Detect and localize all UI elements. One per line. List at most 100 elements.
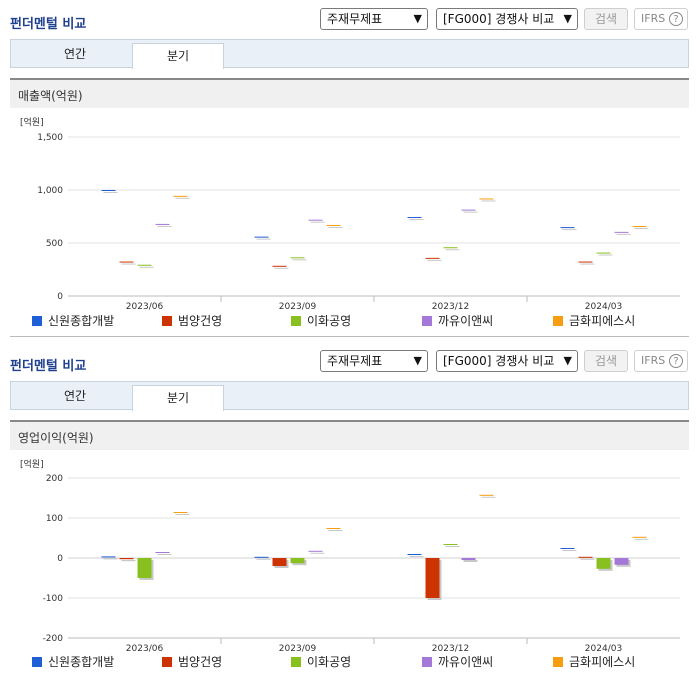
- legend-item[interactable]: 금화피에스시: [553, 654, 635, 670]
- statement-type-select[interactable]: 주재무제표 ▼: [320, 8, 428, 30]
- legend-label: 이화공영: [307, 655, 352, 669]
- bar[interactable]: [578, 556, 593, 558]
- bar[interactable]: [614, 558, 629, 565]
- bar[interactable]: [326, 528, 341, 529]
- bar-shadow: [580, 558, 595, 560]
- bar[interactable]: [443, 544, 458, 545]
- section-header: 영업이익(억원): [10, 420, 689, 450]
- bar-shadow: [256, 558, 271, 560]
- chart-legend: 신원종합개발 범양건영 이화공영 까유이앤씨 금화피에스시: [0, 313, 696, 329]
- ifrs-label: IFRS: [641, 354, 666, 367]
- bar[interactable]: [290, 558, 305, 564]
- bar-shadow: [463, 560, 478, 562]
- panel-header: 펀더멘털 비교 주재무제표 ▼ [FG000] 경쟁사 비교 ▼ 검색 IFRS?: [0, 0, 696, 40]
- legend-label: 범양건영: [178, 314, 223, 328]
- bar[interactable]: [479, 198, 494, 200]
- x-tick-label: 2023/09: [279, 302, 317, 310]
- bar[interactable]: [254, 236, 269, 238]
- peer-group-select[interactable]: [FG000] 경쟁사 비교 ▼: [436, 8, 578, 30]
- bar[interactable]: [254, 556, 269, 558]
- x-tick-label: 2024/03: [585, 302, 622, 310]
- bar[interactable]: [119, 261, 134, 263]
- bar-shadow: [562, 229, 577, 231]
- peer-group-select[interactable]: [FG000] 경쟁사 비교 ▼: [436, 350, 578, 372]
- bar-shadow: [580, 263, 595, 265]
- legend-item[interactable]: 범양건영: [162, 313, 222, 329]
- ifrs-label: IFRS: [641, 12, 666, 25]
- bar[interactable]: [596, 558, 611, 569]
- legend-item[interactable]: 신원종합개발: [32, 313, 114, 329]
- search-button[interactable]: 검색: [584, 350, 628, 372]
- tab-quarterly[interactable]: 분기: [132, 43, 224, 69]
- panel-title: 펀더멘털 비교: [10, 17, 87, 32]
- legend-label: 이화공영: [307, 314, 352, 328]
- bar-shadow: [328, 530, 343, 531]
- bar[interactable]: [173, 512, 188, 513]
- legend-item[interactable]: 이화공영: [291, 654, 351, 670]
- bar[interactable]: [308, 219, 323, 221]
- statement-type-select[interactable]: 주재무제표 ▼: [320, 350, 428, 372]
- bar[interactable]: [479, 494, 494, 496]
- help-icon[interactable]: ?: [669, 354, 683, 368]
- bar[interactable]: [155, 223, 170, 225]
- ifrs-button[interactable]: IFRS?: [634, 8, 688, 30]
- bar[interactable]: [119, 558, 134, 560]
- help-icon[interactable]: ?: [669, 12, 683, 26]
- x-tick-label: 2023/12: [432, 644, 469, 652]
- bar-shadow: [445, 546, 460, 547]
- x-tick-label: 2024/03: [585, 644, 622, 652]
- chevron-down-icon: ▼: [413, 354, 422, 367]
- bar[interactable]: [461, 558, 476, 560]
- peer-group-value: [FG000] 경쟁사 비교: [443, 12, 555, 26]
- bar[interactable]: [407, 554, 422, 555]
- legend-item[interactable]: 까유이앤씨: [422, 654, 493, 670]
- bar[interactable]: [425, 257, 440, 259]
- y-tick-label: -200: [43, 634, 64, 644]
- bar[interactable]: [101, 190, 116, 191]
- bar[interactable]: [326, 224, 341, 226]
- bar[interactable]: [173, 195, 188, 197]
- tab-annual[interactable]: 연간: [63, 389, 87, 403]
- bar-shadow: [139, 266, 154, 268]
- bar-shadow: [157, 225, 172, 227]
- tab-annual[interactable]: 연간: [63, 47, 87, 61]
- x-tick-label: 2023/09: [279, 644, 317, 652]
- bar[interactable]: [578, 261, 593, 263]
- bar[interactable]: [560, 548, 575, 549]
- bar[interactable]: [272, 558, 287, 566]
- revenue-chart: [억원] 0 500 1,000 1,500 2023/06 2023/09 2023/12 2…: [20, 116, 680, 310]
- bar[interactable]: [614, 231, 629, 233]
- bar[interactable]: [596, 252, 611, 254]
- bar[interactable]: [632, 536, 647, 538]
- legend-item[interactable]: 금화피에스시: [553, 313, 635, 329]
- y-tick-label: 0: [57, 554, 63, 564]
- bar[interactable]: [137, 264, 152, 266]
- ifrs-button[interactable]: IFRS?: [634, 350, 688, 372]
- panel-title: 펀더멘털 비교: [10, 359, 87, 374]
- tab-quarterly[interactable]: 분기: [132, 385, 224, 411]
- legend-item[interactable]: 이화공영: [291, 313, 351, 329]
- section-title: 영업이익(억원): [18, 431, 94, 445]
- search-button[interactable]: 검색: [584, 8, 628, 30]
- x-tick-label: 2023/06: [126, 644, 164, 652]
- bar[interactable]: [560, 227, 575, 229]
- bar[interactable]: [101, 556, 116, 558]
- bar[interactable]: [290, 257, 305, 259]
- bar[interactable]: [137, 558, 152, 578]
- legend-label: 금화피에스시: [569, 655, 636, 669]
- bar[interactable]: [155, 552, 170, 553]
- legend-item[interactable]: 까유이앤씨: [422, 313, 493, 329]
- bar[interactable]: [443, 247, 458, 249]
- legend-item[interactable]: 범양건영: [162, 654, 222, 670]
- bar-shadow: [175, 197, 190, 199]
- chevron-down-icon: ▼: [413, 12, 422, 25]
- bar[interactable]: [407, 217, 422, 219]
- chart-legend: 신원종합개발 범양건영 이화공영 까유이앤씨 금화피에스시: [0, 654, 696, 670]
- bar[interactable]: [425, 558, 440, 598]
- bar-shadow: [175, 514, 190, 515]
- bar[interactable]: [461, 209, 476, 211]
- bar[interactable]: [272, 265, 287, 267]
- legend-item[interactable]: 신원종합개발: [32, 654, 114, 670]
- bar[interactable]: [632, 226, 647, 228]
- bar[interactable]: [308, 550, 323, 552]
